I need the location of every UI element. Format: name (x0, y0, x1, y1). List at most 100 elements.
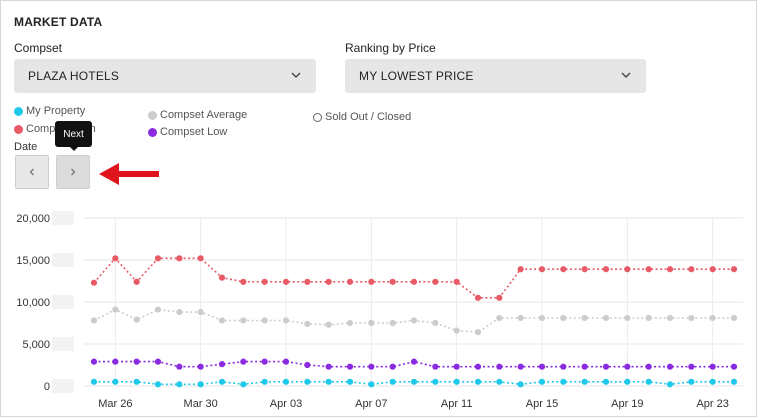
data-point (560, 314, 567, 322)
data-point (240, 381, 247, 388)
data-point (453, 378, 460, 385)
y-tick-label: 15,000 (16, 255, 50, 267)
data-point (304, 320, 311, 327)
data-point (645, 378, 652, 385)
data-point (688, 266, 695, 273)
data-point (154, 381, 162, 388)
data-point (538, 378, 546, 385)
data-point (325, 363, 332, 370)
legend-my-property[interactable]: My Property (14, 105, 85, 117)
data-point (624, 314, 631, 322)
data-point (624, 363, 631, 370)
legend-compset-average[interactable]: Compset Average (148, 109, 247, 121)
legend-label: My Property (26, 105, 86, 117)
legend-label: Compset Low (160, 126, 228, 138)
data-point (581, 378, 588, 385)
data-point (453, 327, 460, 334)
data-point (709, 266, 716, 273)
data-point (432, 378, 439, 385)
data-point (154, 306, 162, 313)
data-point (538, 314, 546, 322)
x-tick-label: Apr 19 (611, 398, 643, 410)
data-point (304, 361, 311, 369)
compset-select-value: PLAZA HOTELS (28, 69, 120, 83)
data-point (176, 255, 183, 262)
data-point (645, 363, 652, 370)
data-point (154, 255, 162, 262)
data-point (112, 378, 119, 385)
data-point (688, 378, 695, 385)
next-tooltip: Next (55, 121, 92, 147)
data-point (602, 314, 610, 322)
data-point (389, 363, 396, 370)
data-point (90, 378, 98, 385)
y-tick-blur (52, 379, 74, 393)
data-point (112, 255, 119, 262)
data-point (368, 363, 375, 370)
data-point (346, 363, 354, 370)
data-point (133, 358, 140, 365)
data-point (410, 317, 418, 324)
tooltip-pointer (69, 146, 79, 151)
data-point (218, 274, 226, 281)
data-point (474, 294, 482, 301)
data-point (453, 363, 460, 370)
data-point (261, 317, 268, 324)
data-point (197, 363, 204, 370)
chevron-right-icon (71, 168, 76, 176)
compset-select[interactable]: PLAZA HOTELS (14, 59, 316, 93)
chevron-down-icon (621, 72, 631, 78)
data-point (517, 363, 524, 370)
data-point (112, 358, 119, 365)
y-tick-blur (52, 211, 74, 225)
data-point (538, 363, 546, 370)
data-point (218, 317, 226, 324)
data-point (282, 278, 290, 285)
x-tick-label: Mar 26 (98, 398, 132, 410)
panel-title: MARKET DATA (14, 15, 103, 29)
data-point (560, 363, 567, 370)
next-date-button[interactable] (56, 155, 90, 189)
data-point (282, 358, 290, 365)
data-point (432, 363, 439, 370)
ranking-label: Ranking by Price (345, 41, 436, 55)
legend-compset-low[interactable]: Compset Low (148, 126, 227, 138)
data-point (602, 378, 610, 385)
legend-swatch (14, 124, 23, 134)
market-data-chart: 0 5,000 10,000 15,000 20,000 Mar 26 Mar 30 Apr … (16, 211, 743, 410)
data-point (133, 278, 140, 285)
data-point (90, 317, 98, 324)
data-point (197, 255, 204, 262)
y-tick-label: 10,000 (16, 297, 50, 309)
chevron-down-icon (291, 72, 301, 78)
data-point (346, 319, 354, 327)
legend-label: Sold Out / Closed (325, 111, 412, 123)
legend-sold-out[interactable]: Sold Out / Closed (313, 111, 411, 123)
data-point (368, 319, 375, 327)
data-point (666, 363, 674, 370)
data-point (560, 378, 567, 385)
red-arrow-left-icon (99, 163, 159, 185)
x-tick-label: Apr 23 (696, 398, 728, 410)
data-point (645, 266, 652, 273)
data-point (581, 266, 588, 273)
chevron-left-icon (29, 168, 34, 176)
ranking-select[interactable]: MY LOWEST PRICE (345, 59, 646, 93)
data-point (346, 378, 354, 385)
data-point (688, 363, 695, 370)
data-point (325, 378, 332, 385)
data-point (474, 363, 482, 370)
data-point (474, 378, 482, 385)
data-point (389, 278, 396, 285)
data-point (304, 278, 311, 285)
data-point (709, 363, 716, 370)
prev-date-button[interactable] (15, 155, 49, 189)
data-point (282, 378, 290, 385)
data-point (453, 278, 460, 285)
legend-swatch (148, 127, 157, 137)
compset-label: Compset (14, 41, 63, 55)
data-point (496, 294, 503, 301)
data-point (474, 329, 482, 336)
data-point (133, 378, 140, 385)
